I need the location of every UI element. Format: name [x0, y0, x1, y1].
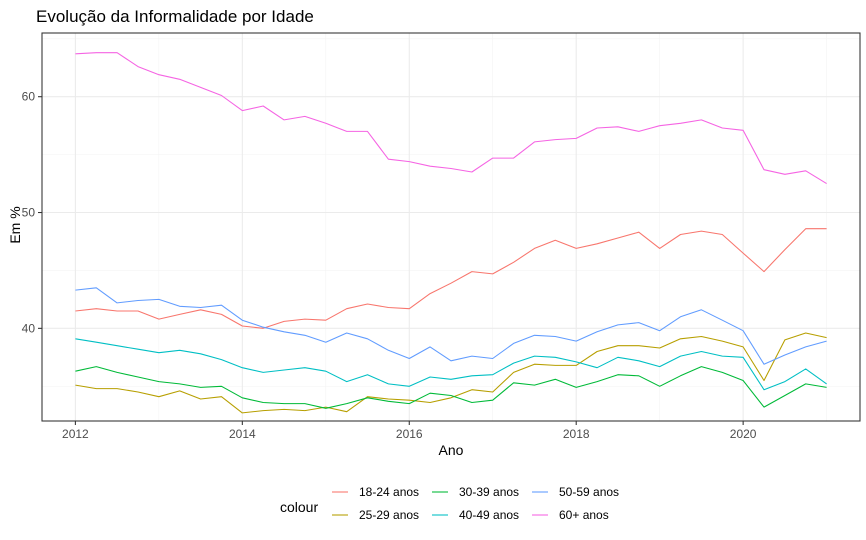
legend-label: 30-39 anos	[459, 485, 519, 499]
x-tick-label: 2014	[229, 427, 256, 441]
axes: 2012 2014 2016 2018 2020 40 50 60	[22, 90, 757, 441]
series-line-60-anos	[75, 52, 827, 185]
legend-label: 18-24 anos	[359, 485, 419, 499]
legend-label: 60+ anos	[559, 508, 609, 522]
x-tick-label: 2020	[730, 427, 757, 441]
y-tick-label: 40	[22, 321, 36, 335]
series-line-40-49-anos	[75, 338, 827, 391]
grid	[42, 33, 860, 421]
y-axis-title: Em %	[7, 206, 23, 243]
series-line-25-29-anos	[75, 332, 827, 414]
series-line-50-59-anos	[75, 287, 827, 365]
legend: colour 18-24 anos 25-29 anos 30-39 anos 40-…	[280, 485, 619, 522]
x-tick-label: 2016	[396, 427, 423, 441]
x-axis-title: Ano	[439, 442, 464, 458]
legend-label: 40-49 anos	[459, 508, 519, 522]
legend-label: 25-29 anos	[359, 508, 419, 522]
y-tick-label: 60	[22, 90, 36, 104]
series-line-30-39-anos	[75, 366, 827, 409]
x-tick-label: 2018	[563, 427, 590, 441]
chart-title: Evolução da Informalidade por Idade	[36, 7, 314, 26]
series-line-18-24-anos	[75, 228, 827, 329]
legend-title: colour	[280, 499, 318, 515]
series-lines	[75, 52, 827, 414]
legend-label: 50-59 anos	[559, 485, 619, 499]
y-tick-label: 50	[22, 206, 36, 220]
panel-border	[41, 32, 861, 422]
x-tick-label: 2012	[62, 427, 89, 441]
